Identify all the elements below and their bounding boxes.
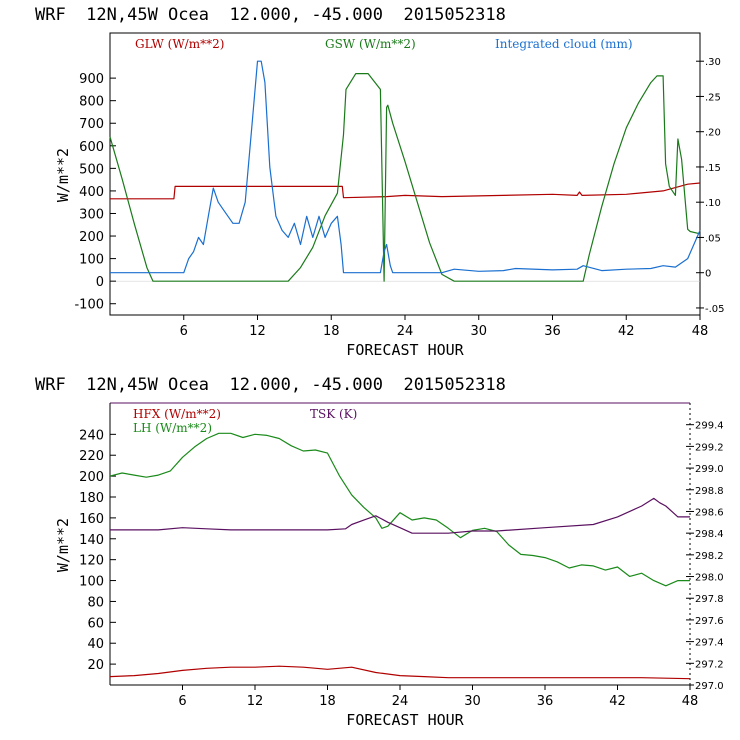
y-tick-label: 160 xyxy=(79,512,104,527)
x-tick-label: 42 xyxy=(609,694,626,709)
y-tick-label: 240 xyxy=(79,428,104,443)
y2-tick-label: 297.0 xyxy=(695,681,724,692)
y2-tick-label: 297.4 xyxy=(695,638,724,649)
y2-tick-label: 299.0 xyxy=(695,464,724,475)
y2-tick-label: 298.2 xyxy=(695,551,724,562)
y2-tick-label: 297.8 xyxy=(695,594,724,605)
y-tick-label: 20 xyxy=(87,658,104,673)
x-tick-label: 18 xyxy=(319,694,336,709)
y2-tick-label: .30 xyxy=(705,57,721,68)
x-tick-label: 36 xyxy=(537,694,554,709)
panel2-y-axis-label: W/m**2 xyxy=(54,518,72,572)
y2-tick-label: 297.2 xyxy=(695,659,724,670)
y-tick-label: 700 xyxy=(79,117,104,132)
x-tick-label: 48 xyxy=(682,694,699,709)
y2-tick-label: 298.0 xyxy=(695,573,724,584)
y-tick-label: 0 xyxy=(96,275,104,290)
y2-tick-label: .20 xyxy=(705,128,721,139)
y-tick-label: 220 xyxy=(79,449,104,464)
y2-tick-label: 298.6 xyxy=(695,507,724,518)
series-line-integrated xyxy=(110,60,701,274)
x-tick-label: 24 xyxy=(397,324,414,339)
y-tick-label: 140 xyxy=(79,533,104,548)
panel2-x-axis-label: FORECAST HOUR xyxy=(346,711,464,729)
y-tick-label: 40 xyxy=(87,637,104,652)
y2-tick-label: 297.6 xyxy=(695,616,724,627)
panel1-header: WRF 12N,45W Ocea 12.000, -45.000 2015052… xyxy=(35,5,506,25)
y-tick-label: 80 xyxy=(87,595,104,610)
y-tick-label: 120 xyxy=(79,554,104,569)
panel1-legend-cloud: Integrated cloud (mm) xyxy=(495,37,633,51)
series-line-gsw xyxy=(109,73,701,282)
x-tick-label: 12 xyxy=(249,324,266,339)
x-tick-label: 36 xyxy=(544,324,561,339)
y2-tick-label: .10 xyxy=(705,198,721,209)
y2-tick-label: 298.4 xyxy=(695,529,724,540)
y-tick-label: 600 xyxy=(79,140,104,155)
series-line-tsk xyxy=(110,497,690,534)
series-line-hfx xyxy=(109,665,691,680)
x-tick-label: 12 xyxy=(247,694,264,709)
y2-tick-label: .05 xyxy=(705,233,721,244)
x-tick-label: 42 xyxy=(618,324,635,339)
x-tick-label: 6 xyxy=(178,694,186,709)
y-tick-label: 100 xyxy=(79,253,104,268)
series-line-glw xyxy=(110,182,701,200)
x-tick-label: 30 xyxy=(470,324,487,339)
y-tick-label: 400 xyxy=(79,185,104,200)
y-tick-label: 300 xyxy=(79,207,104,222)
y2-tick-label: 299.4 xyxy=(695,421,724,432)
y2-tick-label: 299.2 xyxy=(695,442,724,453)
y-tick-label: -100 xyxy=(74,298,104,313)
panel2-legend-tsk: TSK (K) xyxy=(310,407,357,421)
y-tick-label: 800 xyxy=(79,95,104,110)
y-tick-label: 200 xyxy=(79,230,104,245)
y-tick-label: 100 xyxy=(79,575,104,590)
x-tick-label: 48 xyxy=(692,324,709,339)
y-tick-label: 500 xyxy=(79,162,104,177)
panel1-y-axis-label: W/m**2 xyxy=(54,148,72,202)
panel2-legend-lh: LH (W/m**2) xyxy=(133,421,212,435)
panel1-legend-gsw: GSW (W/m**2) xyxy=(325,37,416,51)
y-tick-label: 200 xyxy=(79,470,104,485)
panel2-header: WRF 12N,45W Ocea 12.000, -45.000 2015052… xyxy=(35,375,506,395)
y2-tick-label: .15 xyxy=(705,163,721,174)
y-tick-label: 180 xyxy=(79,491,104,506)
y-tick-label: 60 xyxy=(87,616,104,631)
y2-tick-label: 298.8 xyxy=(695,486,724,497)
x-tick-label: 30 xyxy=(464,694,481,709)
series-line-lh xyxy=(109,432,690,587)
panel1-x-axis-label: FORECAST HOUR xyxy=(346,341,464,359)
x-tick-label: 6 xyxy=(180,324,188,339)
x-tick-label: 24 xyxy=(392,694,409,709)
y-tick-label: 900 xyxy=(79,72,104,87)
y2-tick-label: -.05 xyxy=(705,304,725,315)
panel2-legend-hfx: HFX (W/m**2) xyxy=(133,407,221,421)
x-tick-label: 18 xyxy=(323,324,340,339)
y2-tick-label: 0 xyxy=(705,269,711,280)
y2-tick-label: .25 xyxy=(705,92,721,103)
panel1-legend-glw: GLW (W/m**2) xyxy=(135,37,224,51)
